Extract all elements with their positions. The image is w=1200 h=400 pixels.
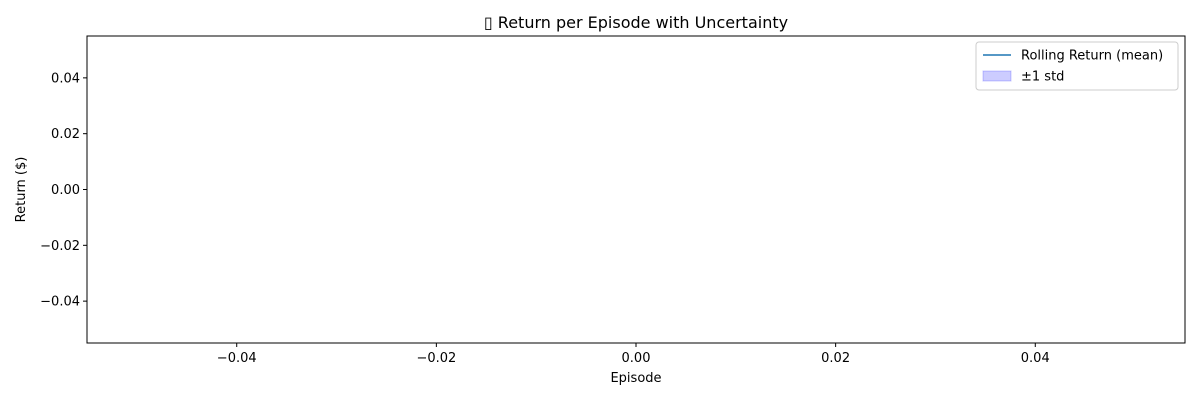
x-axis-label: Episode: [610, 371, 661, 386]
legend-box: [975, 41, 1179, 91]
legend: Rolling Return (mean) ±1 std: [975, 41, 1179, 91]
x-tick-label: −0.04: [217, 351, 257, 366]
y-tick-label: −0.04: [40, 295, 80, 310]
y-axis: 0.04 0.02 0.00 −0.02 −0.04: [40, 71, 87, 310]
y-tick-label: 0.02: [51, 127, 80, 142]
x-axis: −0.04 −0.02 0.00 0.02 0.04: [217, 343, 1050, 366]
x-tick-label: 0.00: [622, 351, 651, 366]
y-tick-label: 0.04: [51, 71, 80, 86]
y-tick-label: 0.00: [51, 183, 80, 198]
x-tick-label: −0.02: [416, 351, 456, 366]
x-tick-label: 0.04: [1021, 351, 1050, 366]
y-tick-label: −0.02: [40, 239, 80, 254]
x-tick-label: 0.02: [821, 351, 850, 366]
y-axis-label: Return ($): [14, 157, 29, 223]
legend-band-swatch: [982, 70, 1012, 82]
chart-title: ▯ Return per Episode with Uncertainty: [484, 13, 788, 32]
legend-label: Rolling Return (mean): [1021, 49, 1163, 64]
legend-label: ±1 std: [1021, 70, 1064, 85]
